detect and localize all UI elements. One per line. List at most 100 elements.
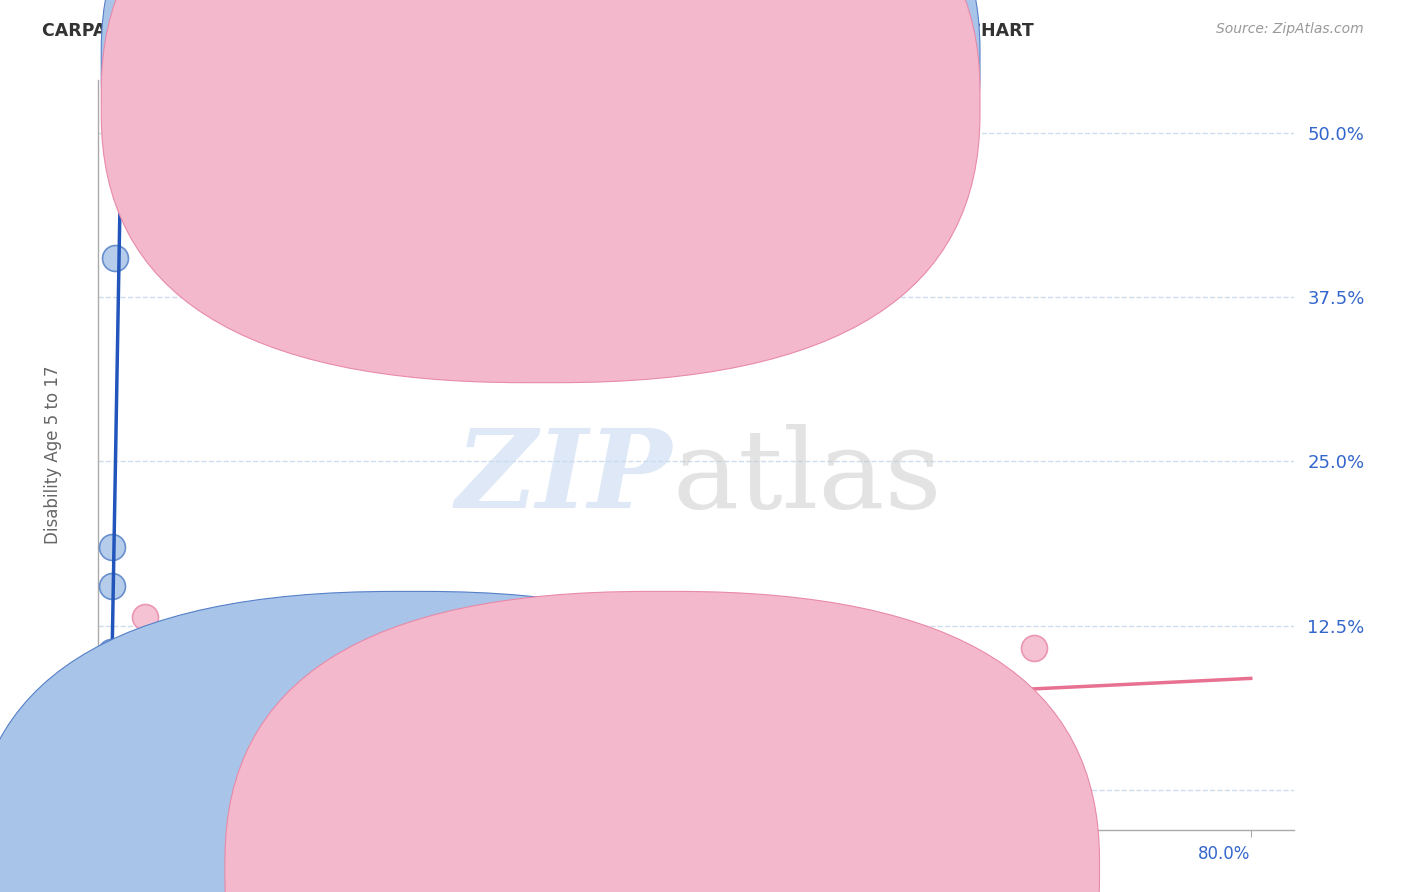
Text: 80.0%: 80.0% xyxy=(1198,846,1251,863)
Point xyxy=(412,681,434,695)
Point xyxy=(100,717,122,731)
Point xyxy=(259,706,281,721)
Text: R = 0.153: R = 0.153 xyxy=(572,93,671,112)
Point xyxy=(100,723,122,738)
Point xyxy=(391,717,413,731)
Text: CARPATHO RUSYN VS IMMIGRANTS FROM PHILIPPINES DISABILITY AGE 5 TO 17 CORRELATION: CARPATHO RUSYN VS IMMIGRANTS FROM PHILIP… xyxy=(42,22,1033,40)
Point xyxy=(370,658,392,673)
Point xyxy=(100,754,122,768)
Point xyxy=(100,739,122,754)
Point xyxy=(98,756,121,771)
Point xyxy=(326,648,349,663)
Point xyxy=(100,733,122,747)
Text: ZIP: ZIP xyxy=(456,424,672,531)
Point xyxy=(548,720,571,734)
Point xyxy=(229,733,252,747)
Point xyxy=(100,645,122,659)
Text: atlas: atlas xyxy=(672,424,942,531)
Point xyxy=(181,720,204,734)
Point xyxy=(139,684,162,698)
Point xyxy=(349,698,371,712)
Point xyxy=(98,744,121,758)
Point xyxy=(263,698,285,712)
Point xyxy=(277,667,299,681)
Point xyxy=(373,658,395,673)
Point xyxy=(472,706,495,721)
Point xyxy=(295,684,318,698)
Point xyxy=(191,672,214,686)
Point xyxy=(100,665,122,679)
Point xyxy=(163,711,186,725)
Point xyxy=(120,764,142,778)
Point xyxy=(1022,641,1045,656)
Point xyxy=(100,737,122,751)
Point xyxy=(648,711,671,725)
Text: Carpatho Rusyns: Carpatho Rusyns xyxy=(430,861,571,879)
Text: Immigrants from Philippines: Immigrants from Philippines xyxy=(683,861,918,879)
Text: N = 55: N = 55 xyxy=(692,93,761,112)
Point xyxy=(167,628,190,642)
Point xyxy=(284,684,307,698)
Point xyxy=(205,731,228,745)
Point xyxy=(219,672,242,686)
Point xyxy=(538,684,561,698)
Point xyxy=(201,706,224,721)
Point xyxy=(515,694,537,708)
Text: Disability Age 5 to 17: Disability Age 5 to 17 xyxy=(44,366,62,544)
Point xyxy=(100,704,122,718)
Point xyxy=(467,672,489,686)
Point xyxy=(363,737,385,751)
Point xyxy=(98,764,121,778)
Text: R = 0.721: R = 0.721 xyxy=(572,53,671,72)
Point xyxy=(110,720,132,734)
Point xyxy=(100,737,122,751)
Point xyxy=(242,728,264,742)
Text: N = 36: N = 36 xyxy=(692,53,761,72)
Point xyxy=(491,698,513,712)
Point xyxy=(100,744,122,758)
Point xyxy=(312,711,335,725)
Text: Source: ZipAtlas.com: Source: ZipAtlas.com xyxy=(1216,22,1364,37)
Point xyxy=(100,731,122,745)
Point xyxy=(605,694,627,708)
Point xyxy=(441,720,464,734)
Point xyxy=(100,733,122,747)
Point xyxy=(495,667,517,681)
Point xyxy=(98,754,121,768)
Point xyxy=(581,706,603,721)
Point xyxy=(100,733,122,747)
Point xyxy=(353,698,375,712)
Point xyxy=(398,711,420,725)
Point xyxy=(626,667,648,681)
Text: 0.0%: 0.0% xyxy=(110,846,152,863)
Point xyxy=(149,704,172,718)
Point xyxy=(333,632,356,646)
Point xyxy=(115,694,138,708)
Point xyxy=(239,731,262,745)
Point xyxy=(101,694,124,708)
Point xyxy=(305,711,328,725)
Point xyxy=(124,714,146,729)
Point xyxy=(100,756,122,771)
Point xyxy=(453,698,475,712)
Point xyxy=(101,540,124,554)
Point xyxy=(433,623,456,637)
Point xyxy=(100,741,122,756)
Point xyxy=(100,723,122,738)
Point xyxy=(100,720,122,734)
Point xyxy=(100,711,122,725)
Point xyxy=(98,767,121,781)
Point xyxy=(100,728,122,742)
Point xyxy=(224,720,246,734)
Point xyxy=(177,689,200,703)
Point xyxy=(100,750,122,764)
Point xyxy=(100,747,122,761)
Point xyxy=(100,759,122,773)
Point xyxy=(159,658,181,673)
Point xyxy=(100,750,122,764)
Point xyxy=(519,662,541,676)
Point xyxy=(100,747,122,761)
Point xyxy=(419,684,441,698)
Point xyxy=(104,251,127,265)
Point xyxy=(558,658,581,673)
